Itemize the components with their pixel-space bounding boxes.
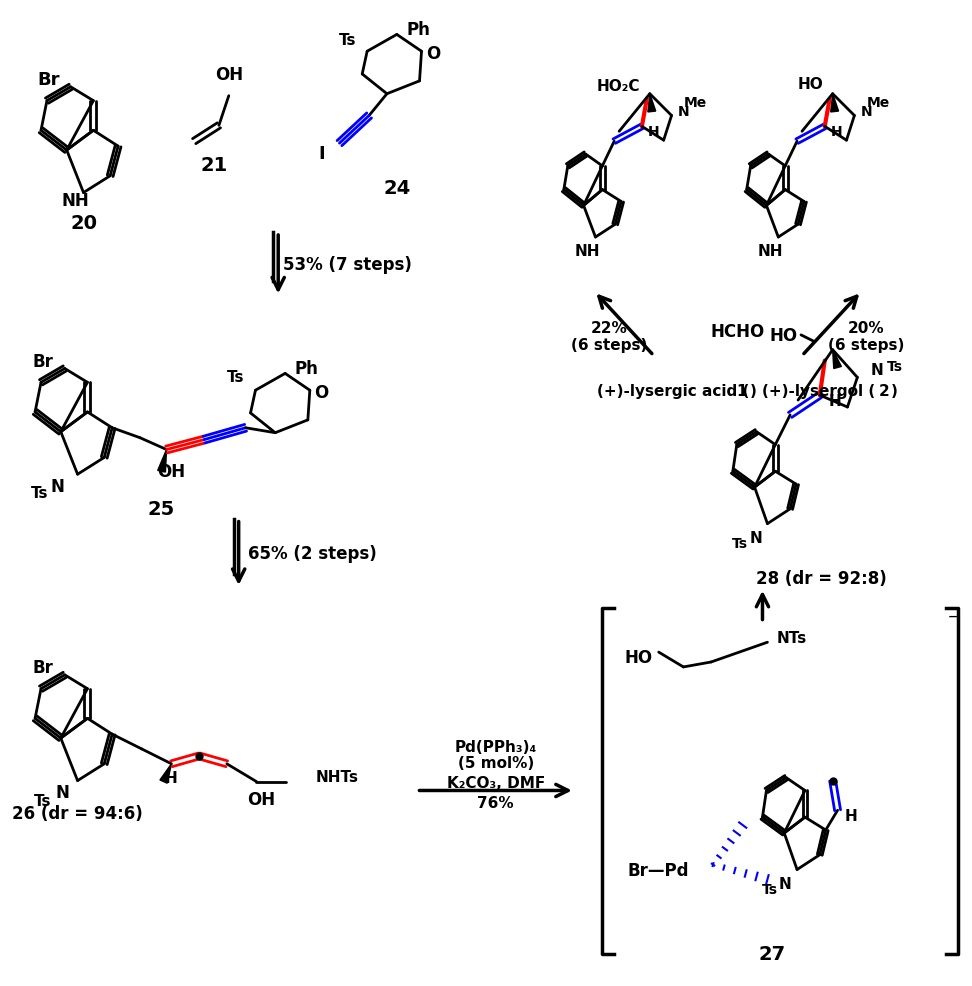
Polygon shape <box>157 450 166 472</box>
Text: Ts: Ts <box>34 793 52 809</box>
Text: Br: Br <box>32 659 53 676</box>
Text: OH: OH <box>157 462 186 481</box>
Text: 20%
(6 steps): 20% (6 steps) <box>828 320 904 353</box>
Text: H: H <box>165 770 178 785</box>
Text: N: N <box>860 105 872 118</box>
Text: N: N <box>871 363 884 378</box>
Text: H: H <box>828 393 841 408</box>
Text: 26 (dr = 94:6): 26 (dr = 94:6) <box>13 805 143 822</box>
Text: Ts: Ts <box>31 485 49 500</box>
Text: Br: Br <box>38 71 60 89</box>
Text: N: N <box>677 105 689 118</box>
Text: (5 mol%): (5 mol%) <box>458 755 534 770</box>
Text: H: H <box>845 808 858 823</box>
Text: N: N <box>55 784 70 802</box>
Polygon shape <box>160 764 171 784</box>
Polygon shape <box>833 350 842 369</box>
Text: NH: NH <box>61 192 89 210</box>
Text: HO: HO <box>798 77 824 93</box>
Text: N: N <box>779 876 791 891</box>
Text: Pd(PPh₃)₄: Pd(PPh₃)₄ <box>455 739 537 753</box>
Text: O: O <box>427 45 440 63</box>
Text: 25: 25 <box>148 500 175 519</box>
Text: K₂CO₃, DMF: K₂CO₃, DMF <box>446 775 544 790</box>
Text: OH: OH <box>215 66 243 84</box>
Text: Ts: Ts <box>886 359 903 373</box>
Text: 22%
(6 steps): 22% (6 steps) <box>572 320 647 353</box>
Text: NTs: NTs <box>777 630 808 645</box>
Text: HO: HO <box>769 326 797 344</box>
Text: Ts: Ts <box>761 882 778 896</box>
Text: ): ) <box>891 384 898 398</box>
Polygon shape <box>831 95 839 112</box>
Text: 28 (dr = 92:8): 28 (dr = 92:8) <box>756 569 887 588</box>
Text: HO: HO <box>625 649 653 667</box>
Text: OH: OH <box>247 791 275 809</box>
Text: ⁻: ⁻ <box>948 610 958 629</box>
Text: O: O <box>315 384 329 401</box>
Text: HCHO: HCHO <box>711 322 765 340</box>
Polygon shape <box>648 95 656 112</box>
Text: N: N <box>51 477 65 496</box>
Text: (+)-lysergic acid (: (+)-lysergic acid ( <box>598 384 749 398</box>
Text: 65% (2 steps): 65% (2 steps) <box>249 544 377 563</box>
Text: Ts: Ts <box>226 370 244 385</box>
Text: Br—Pd: Br—Pd <box>628 861 689 879</box>
Text: NHTs: NHTs <box>316 769 359 784</box>
Text: ): ) <box>749 384 756 398</box>
Text: 2: 2 <box>879 384 889 398</box>
Text: N: N <box>749 530 762 545</box>
Text: 76%: 76% <box>477 795 514 810</box>
Text: Ph: Ph <box>406 22 431 39</box>
Text: 1: 1 <box>737 384 746 398</box>
Text: 53% (7 steps): 53% (7 steps) <box>283 255 412 273</box>
Text: 27: 27 <box>759 944 786 963</box>
Text: Me: Me <box>866 96 889 109</box>
Text: (+)-lysergol (: (+)-lysergol ( <box>762 384 876 398</box>
Text: 24: 24 <box>383 178 410 198</box>
Text: NH: NH <box>757 245 783 259</box>
Text: 20: 20 <box>70 214 97 233</box>
Text: Me: Me <box>683 96 707 109</box>
Text: HO₂C: HO₂C <box>597 79 640 95</box>
Text: H: H <box>648 125 660 139</box>
Text: Br: Br <box>32 352 53 370</box>
Text: NH: NH <box>574 245 601 259</box>
Text: H: H <box>831 125 843 139</box>
Text: Ph: Ph <box>295 360 319 378</box>
Text: Ts: Ts <box>338 33 356 47</box>
Text: Ts: Ts <box>732 536 747 551</box>
Text: 21: 21 <box>200 156 227 176</box>
Text: I: I <box>319 145 325 163</box>
